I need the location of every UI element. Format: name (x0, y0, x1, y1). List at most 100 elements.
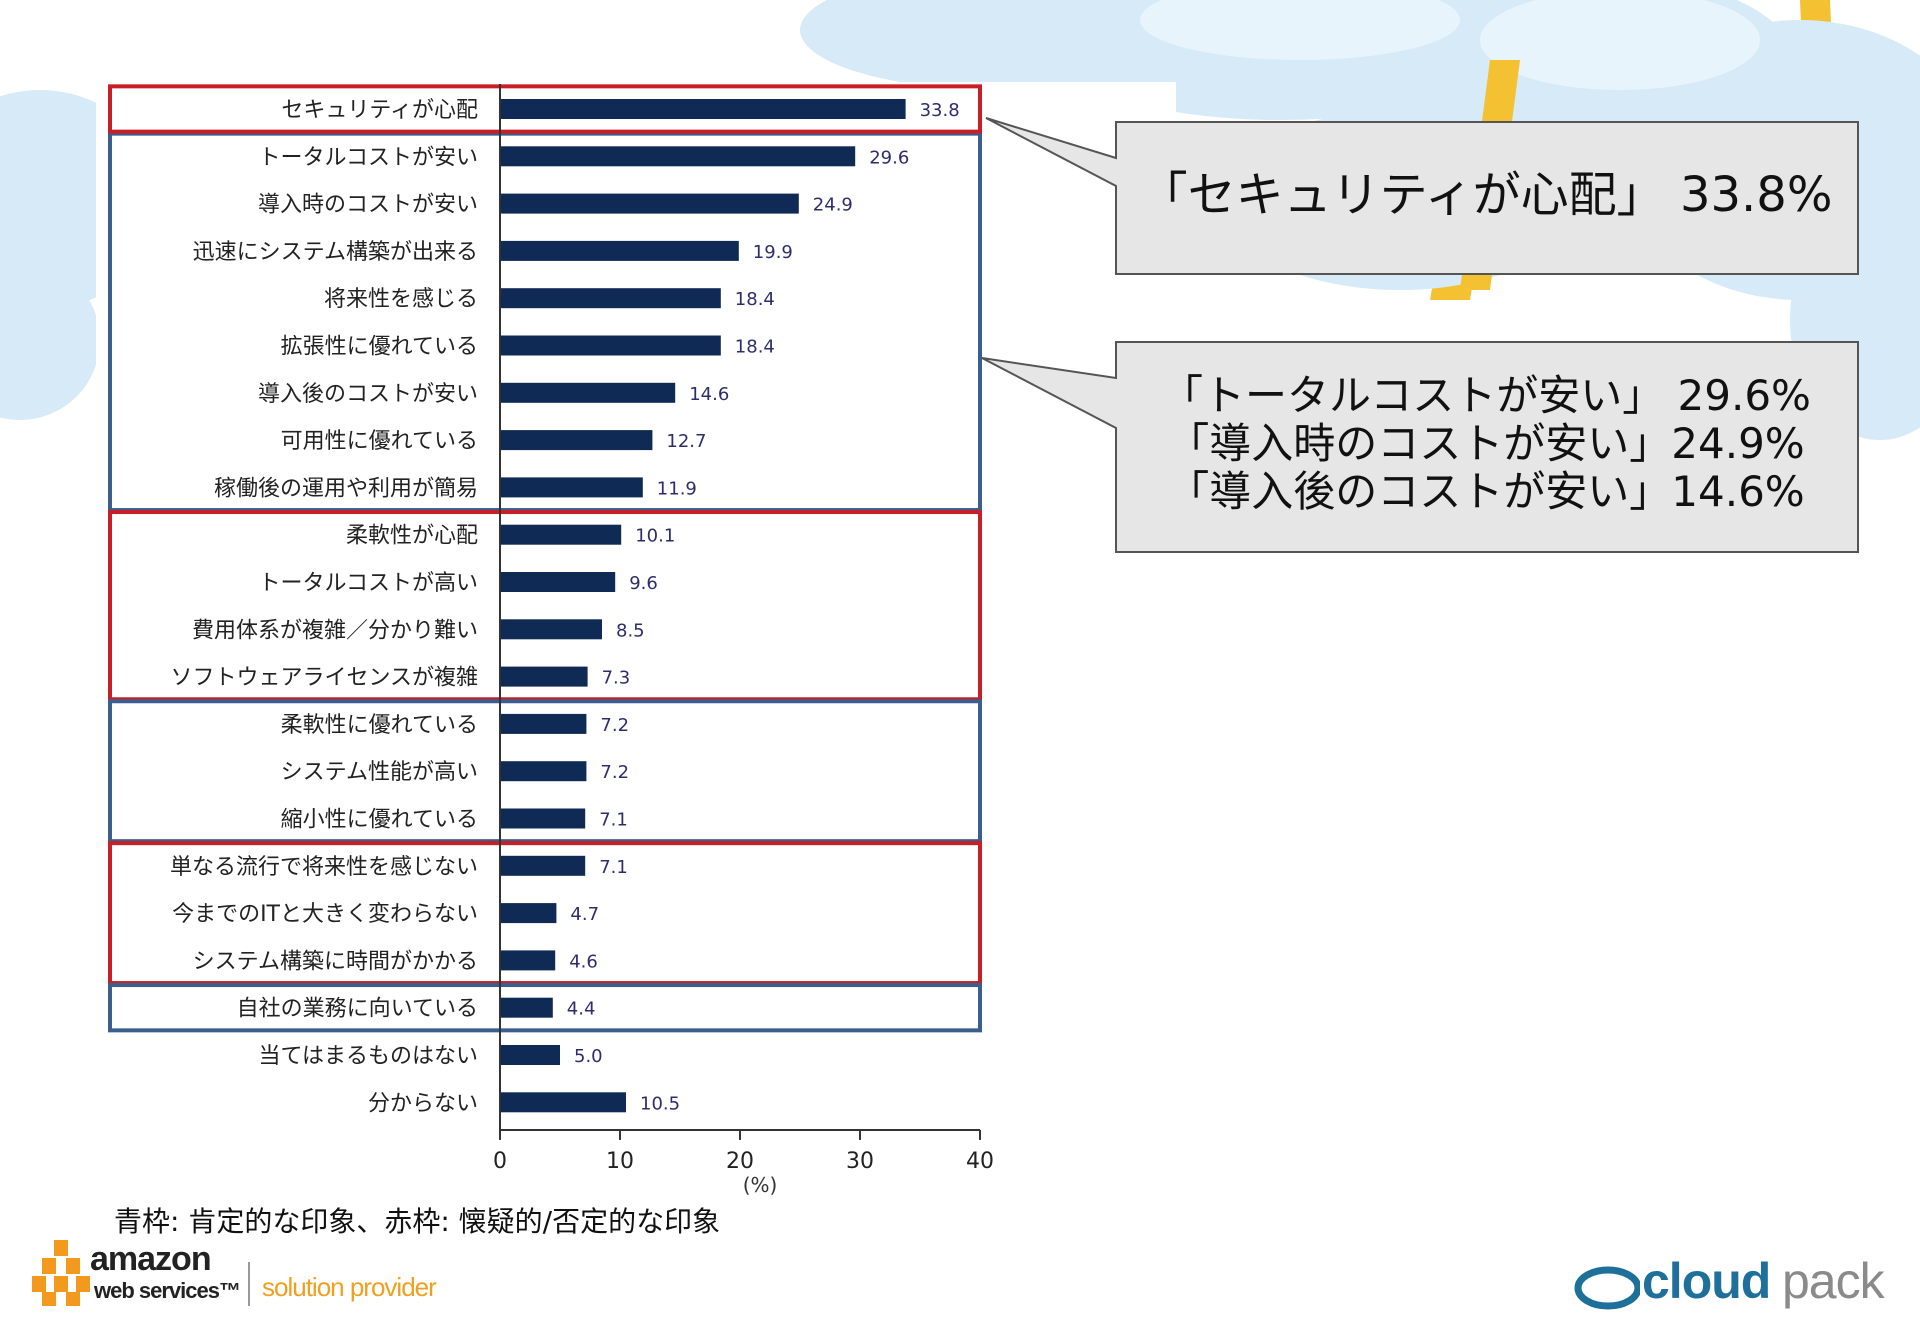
category-label: 可用性に優れている (281, 429, 478, 454)
bar (500, 382, 676, 403)
bar (500, 808, 586, 829)
category-label: 将来性を感じる (324, 287, 478, 312)
bar (500, 666, 588, 687)
bar (500, 477, 643, 498)
category-label: 当てはまるものはない (258, 1044, 478, 1069)
bar (500, 288, 721, 309)
category-labels: セキュリティが心配トータルコストが安い導入時のコストが安い迅速にシステム構築が出… (170, 98, 478, 1116)
category-label: 導入後のコストが安い (258, 382, 478, 407)
value-label: 7.1 (599, 810, 628, 831)
category-label: 費用体系が複雑／分かり難い (192, 618, 478, 643)
cloudpack-name-a: cloud (1642, 1253, 1771, 1309)
bar (500, 1092, 626, 1113)
value-label: 8.5 (616, 620, 645, 641)
x-axis-label: (%) (743, 1173, 778, 1197)
category-label: 今までのITと大きく変わらない (172, 902, 478, 927)
category-label: 柔軟性が心配 (346, 524, 478, 549)
category-label: 迅速にシステム構築が出来る (193, 240, 478, 265)
category-label: 柔軟性に優れている (281, 713, 478, 738)
callout-cost: 「トータルコストが安い」 29.6% 「導入時のコストが安い」24.9% 「導入… (1116, 372, 1856, 516)
group-boxes (108, 84, 982, 1033)
bar (500, 950, 556, 971)
bar (500, 1045, 560, 1065)
value-labels: 33.8 29.6 24.9 19.9 18.4 18.4 14.6 12.7 11.9 10.1… (567, 100, 960, 1114)
value-label: 33.8 (920, 100, 960, 121)
value-label: 12.7 (666, 431, 706, 452)
aws-cubes-icon (32, 1240, 90, 1306)
aws-name: amazon (90, 1240, 212, 1278)
positive-group-box (108, 699, 982, 844)
callout-security-line: 「セキュリティが心配」 33.8% (1139, 167, 1833, 223)
legend-note: 青枠: 肯定的な印象、赤枠: 懐疑的/否定的な印象 (114, 1205, 721, 1238)
callout-cost-line: 「トータルコストが安い」 29.6% (1161, 371, 1811, 420)
value-label: 9.6 (629, 573, 658, 594)
bar (500, 524, 622, 545)
value-label: 4.6 (569, 951, 598, 972)
bar (500, 619, 602, 640)
bar (500, 335, 721, 356)
aws-divider (248, 1262, 250, 1306)
bar (500, 713, 587, 734)
x-tick-label: 10 (606, 1149, 634, 1174)
value-label: 7.2 (600, 715, 629, 736)
value-label: 11.9 (657, 478, 697, 499)
callout-2-box (981, 341, 1859, 553)
category-label: 稼働後の運用や利用が簡易 (214, 476, 478, 501)
callout-1-box (985, 117, 1859, 275)
bar (500, 997, 553, 1018)
value-label: 7.2 (600, 762, 629, 783)
aws-logo: amazon web services™ solution provider (30, 1238, 450, 1318)
bar (500, 903, 557, 924)
x-tick-label: 0 (493, 1149, 507, 1174)
x-ticks: 0 10 20 30 40 (493, 1129, 994, 1174)
chart-panel (96, 82, 1176, 1190)
cloudpack-logo: cloud pack (1570, 1250, 1900, 1320)
value-label: 19.9 (753, 242, 793, 263)
bars (500, 99, 906, 1113)
negative-group-box (108, 510, 982, 702)
cloudpack-name-b: pack (1782, 1253, 1885, 1309)
category-label: システム性能が高い (281, 760, 478, 785)
category-label: トータルコストが高い (258, 571, 478, 596)
bar (500, 240, 739, 261)
cloudpack-swoosh-icon (1574, 1266, 1640, 1310)
aws-solution: solution provider (262, 1272, 437, 1302)
x-tick-label: 20 (726, 1149, 754, 1174)
x-tick-label: 40 (966, 1149, 994, 1174)
category-label: セキュリティが心配 (281, 98, 478, 123)
value-label: 10.1 (635, 526, 675, 547)
callout-cost-line: 「導入時のコストが安い」24.9% (1167, 419, 1805, 468)
bar (500, 572, 616, 592)
x-axis: 0 10 20 30 40 (%) (493, 84, 994, 1197)
category-label: 自社の業務に向いている (237, 997, 478, 1022)
value-label: 5.0 (574, 1046, 603, 1067)
value-label: 7.3 (602, 668, 631, 689)
positive-group-box (108, 131, 982, 513)
positive-group-box (108, 983, 982, 1033)
bar (500, 430, 653, 451)
negative-group-box (108, 84, 982, 134)
bar (500, 146, 856, 167)
value-label: 14.6 (689, 384, 729, 405)
callout-shapes (981, 117, 1859, 553)
category-label: トータルコストが安い (258, 145, 478, 170)
category-label: 単なる流行で将来性を感じない (170, 855, 478, 880)
value-label: 29.6 (869, 147, 909, 168)
category-label: 縮小性に優れている (281, 808, 478, 833)
category-label: システム構築に時間がかかる (193, 949, 478, 974)
category-label: 導入時のコストが安い (258, 193, 478, 218)
aws-sub: web services™ (94, 1278, 241, 1303)
value-label: 24.9 (813, 195, 853, 216)
value-label: 18.4 (735, 337, 775, 358)
bar (500, 99, 906, 119)
cloud-highlights (1140, 0, 1760, 90)
category-label: 拡張性に優れている (281, 335, 478, 360)
bar (500, 855, 586, 876)
category-label: 分からない (368, 1091, 478, 1116)
callout-cost-line: 「導入後のコストが安い」14.6% (1167, 467, 1805, 516)
value-label: 4.7 (570, 904, 599, 925)
callout-security: 「セキュリティが心配」 33.8% (1116, 120, 1856, 270)
category-label: ソフトウェアライセンスが複雑 (170, 666, 478, 691)
x-tick-label: 30 (846, 1149, 874, 1174)
